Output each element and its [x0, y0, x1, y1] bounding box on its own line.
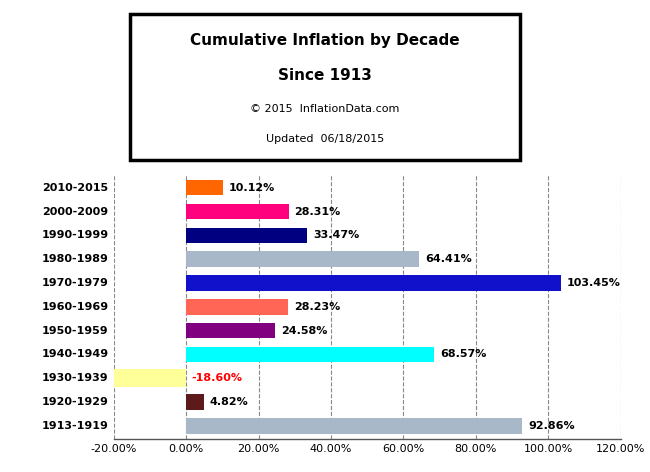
Bar	[114, 369, 186, 388]
Bar	[186, 228, 307, 243]
Bar	[186, 299, 289, 314]
Text: 64.41%: 64.41%	[425, 254, 472, 264]
Text: 4.82%: 4.82%	[209, 397, 248, 407]
Text: 1960-1969: 1960-1969	[41, 302, 109, 312]
Text: 2000-2009: 2000-2009	[42, 207, 109, 217]
Text: 1990-1999: 1990-1999	[41, 230, 109, 240]
Text: © 2015  InflationData.com: © 2015 InflationData.com	[250, 104, 400, 114]
Text: 1913-1919: 1913-1919	[42, 421, 109, 431]
Text: 1930-1939: 1930-1939	[42, 373, 109, 383]
Bar	[186, 252, 419, 267]
Text: 1980-1989: 1980-1989	[42, 254, 109, 264]
Text: 1950-1959: 1950-1959	[42, 326, 109, 336]
Bar	[186, 418, 523, 434]
FancyBboxPatch shape	[130, 14, 520, 160]
Bar	[186, 347, 434, 362]
Text: 103.45%: 103.45%	[566, 278, 620, 288]
Bar	[186, 275, 561, 291]
Text: Updated  06/18/2015: Updated 06/18/2015	[266, 134, 384, 143]
Text: Since 1913: Since 1913	[278, 68, 372, 83]
Bar	[186, 323, 275, 338]
Text: 1920-1929: 1920-1929	[42, 397, 109, 407]
Text: 92.86%: 92.86%	[528, 421, 575, 431]
Bar	[186, 394, 203, 410]
Text: 1940-1949: 1940-1949	[41, 349, 109, 359]
Bar	[186, 180, 223, 195]
Text: Cumulative Inflation by Decade: Cumulative Inflation by Decade	[190, 33, 460, 48]
Bar	[119, 371, 186, 386]
Text: 28.31%: 28.31%	[294, 207, 341, 217]
Bar	[186, 204, 289, 219]
Text: 33.47%: 33.47%	[313, 230, 359, 240]
Text: 28.23%: 28.23%	[294, 302, 340, 312]
Text: 2010-2015: 2010-2015	[42, 183, 109, 193]
Text: 10.12%: 10.12%	[228, 183, 274, 193]
Text: 68.57%: 68.57%	[440, 349, 486, 359]
Text: -18.60%: -18.60%	[192, 373, 242, 383]
Text: 1970-1979: 1970-1979	[42, 278, 109, 288]
Text: 24.58%: 24.58%	[281, 326, 327, 336]
